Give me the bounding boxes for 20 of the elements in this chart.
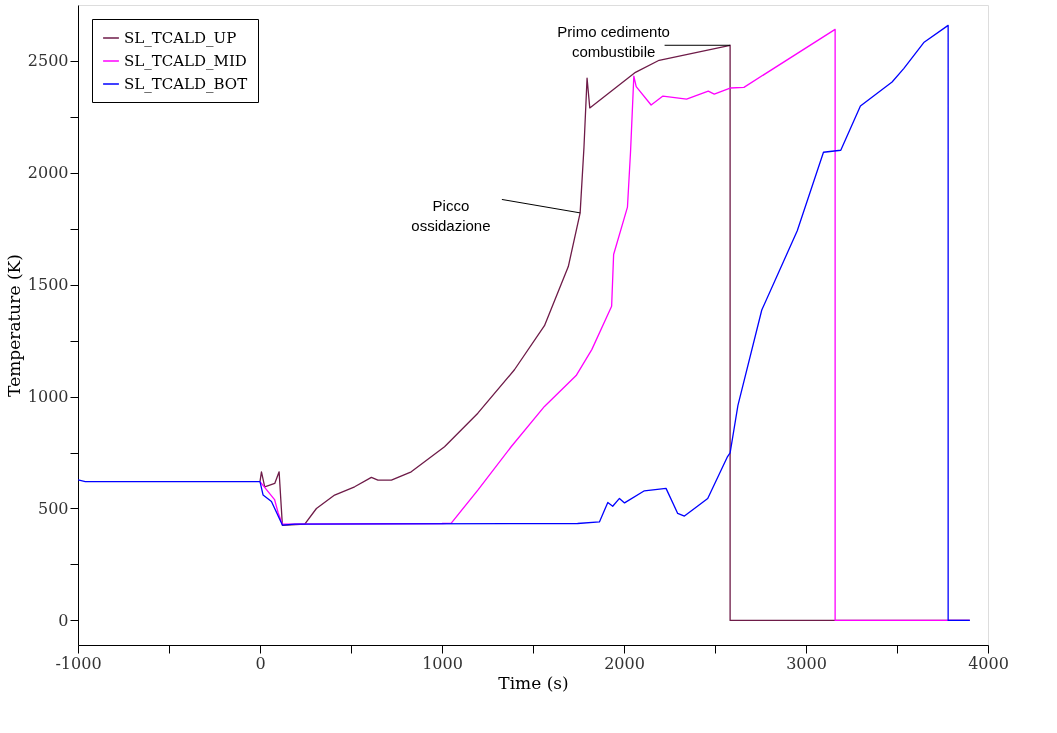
- x-tick-label: 4000: [968, 653, 1009, 673]
- y-tick-label: 0: [58, 610, 69, 630]
- y-axis-title: Temperature (K): [3, 254, 24, 397]
- y-tick-label: 2500: [27, 51, 69, 71]
- x-axis-title: Time (s): [498, 672, 569, 693]
- annotation: Primo cedimento combustibile: [557, 22, 670, 60]
- line-series: [78, 24, 971, 622]
- y-tick-label: 500: [37, 499, 69, 518]
- legend-label: SL_TCALD_BOT: [124, 75, 248, 93]
- x-tick-label: 3000: [786, 653, 827, 673]
- legend-label: SL_TCALD_UP: [124, 29, 237, 47]
- x-tick-label: 2000: [604, 653, 645, 673]
- x-tick-label: 1000: [422, 653, 463, 673]
- legend-label: SL_TCALD_MID: [124, 52, 247, 70]
- x-tick-label: 0: [255, 653, 266, 673]
- y-tick-label: 1000: [27, 387, 69, 407]
- annotation: Picco ossidazione: [411, 197, 491, 235]
- y-tick-label: 2000: [27, 163, 69, 183]
- x-tick-label: -1000: [55, 653, 102, 673]
- y-tick-label: 1500: [27, 275, 69, 295]
